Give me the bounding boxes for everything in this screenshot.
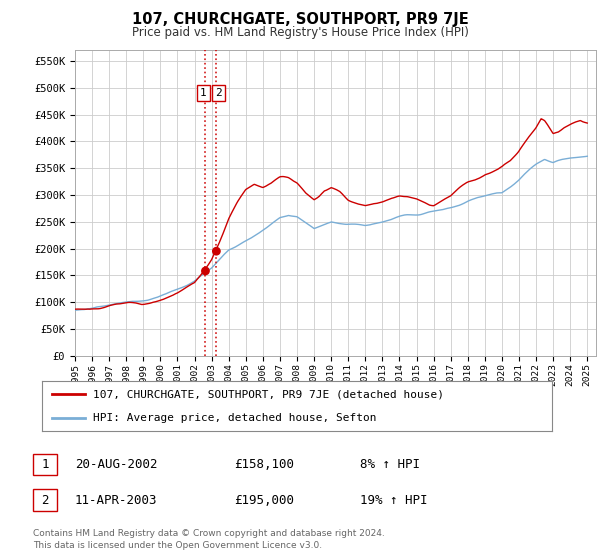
Text: 107, CHURCHGATE, SOUTHPORT, PR9 7JE (detached house): 107, CHURCHGATE, SOUTHPORT, PR9 7JE (det… <box>93 389 444 399</box>
Text: Price paid vs. HM Land Registry's House Price Index (HPI): Price paid vs. HM Land Registry's House … <box>131 26 469 39</box>
Point <box>212 247 221 256</box>
Point <box>200 267 210 276</box>
Text: 1: 1 <box>41 458 49 471</box>
Text: 1: 1 <box>200 88 207 98</box>
Text: £195,000: £195,000 <box>234 493 294 507</box>
Text: 8% ↑ HPI: 8% ↑ HPI <box>360 458 420 471</box>
Text: HPI: Average price, detached house, Sefton: HPI: Average price, detached house, Seft… <box>93 413 377 423</box>
Text: 19% ↑ HPI: 19% ↑ HPI <box>360 493 427 507</box>
Text: Contains HM Land Registry data © Crown copyright and database right 2024.
This d: Contains HM Land Registry data © Crown c… <box>33 529 385 550</box>
Text: £158,100: £158,100 <box>234 458 294 471</box>
Text: 2: 2 <box>215 88 222 98</box>
Text: 107, CHURCHGATE, SOUTHPORT, PR9 7JE: 107, CHURCHGATE, SOUTHPORT, PR9 7JE <box>131 12 469 27</box>
Text: 2: 2 <box>41 493 49 507</box>
Text: 11-APR-2003: 11-APR-2003 <box>75 493 157 507</box>
Text: 20-AUG-2002: 20-AUG-2002 <box>75 458 157 471</box>
